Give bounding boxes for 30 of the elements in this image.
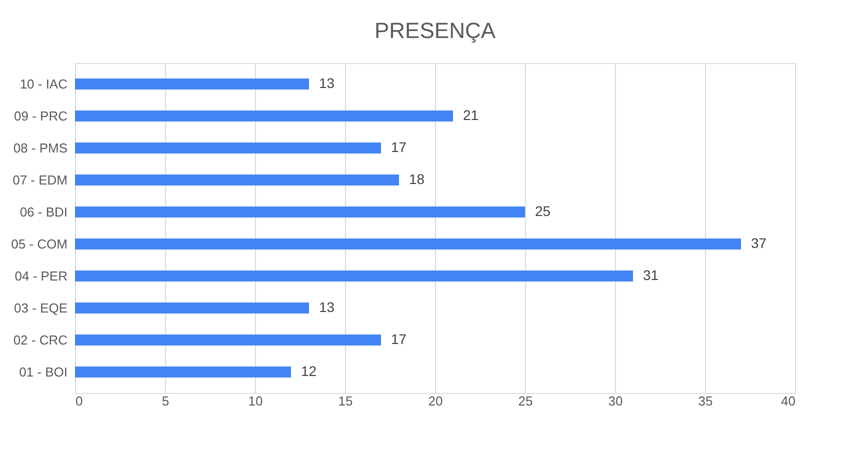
data-label: 21 bbox=[463, 107, 479, 123]
data-label: 31 bbox=[643, 267, 659, 283]
y-tick-label: 01 - BOI bbox=[19, 364, 68, 380]
x-tick-label: 5 bbox=[162, 394, 170, 408]
data-label: 25 bbox=[535, 203, 551, 219]
y-tick-label: 07 - EDM bbox=[12, 172, 68, 188]
y-tick-label: 02 - CRC bbox=[13, 332, 68, 348]
y-tick-label: 05 - COM bbox=[11, 236, 68, 252]
x-tick-label: 15 bbox=[338, 394, 353, 408]
x-tick-label: 25 bbox=[518, 394, 533, 408]
data-label: 13 bbox=[319, 299, 335, 315]
x-tick-label: 40 bbox=[781, 394, 796, 408]
y-tick-label: 03 - EQE bbox=[14, 300, 68, 316]
chart-title: PRESENÇA bbox=[374, 18, 496, 43]
data-label: 13 bbox=[319, 75, 335, 91]
x-tick-label: 20 bbox=[428, 394, 443, 408]
x-tick-label: 35 bbox=[698, 394, 713, 408]
data-label: 12 bbox=[301, 363, 317, 379]
y-tick-label: 08 - PMS bbox=[13, 140, 68, 156]
y-tick-label: 06 - BDI bbox=[20, 204, 68, 220]
y-tick-label: 10 - IAC bbox=[20, 76, 68, 92]
data-label: 37 bbox=[751, 235, 767, 251]
data-label: 17 bbox=[391, 139, 407, 155]
y-tick-label: 09 - PRC bbox=[14, 108, 68, 124]
x-tick-label: 30 bbox=[608, 394, 623, 408]
x-tick-label: 10 bbox=[248, 394, 263, 408]
data-label: 17 bbox=[391, 331, 407, 347]
x-tick-label: 0 bbox=[76, 394, 83, 408]
data-label: 18 bbox=[409, 171, 425, 187]
y-tick-label: 04 - PER bbox=[14, 268, 68, 284]
